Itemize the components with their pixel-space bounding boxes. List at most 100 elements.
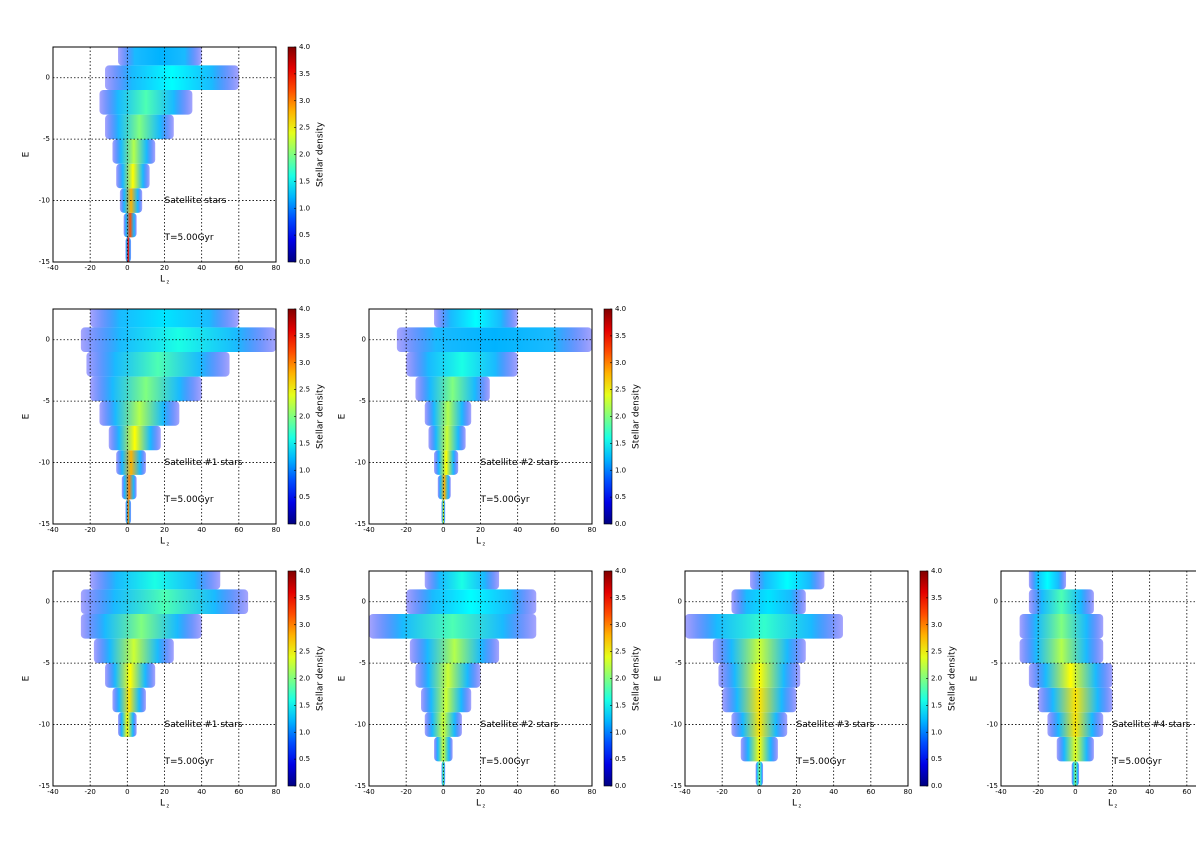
x-tick-label: -20: [400, 526, 411, 534]
plot-area: [80, 571, 249, 737]
density-band: [112, 687, 146, 713]
x-tick-label: 20: [1108, 788, 1117, 796]
y-tick-label: -15: [355, 782, 366, 790]
density-band: [415, 663, 481, 688]
colorbar-tick-label: 1.0: [615, 728, 626, 736]
colorbar-tick-label: 3.0: [299, 359, 310, 367]
y-tick-label: -5: [991, 659, 998, 667]
x-tick-label: -20: [1032, 788, 1043, 796]
x-tick-label: -40: [995, 788, 1006, 796]
x-axis-label: L: [160, 537, 165, 547]
time-label: T=5.00Gyr: [164, 233, 214, 243]
density-band: [112, 139, 156, 164]
plot-area: [99, 47, 239, 262]
x-axis-label-sub: z: [1115, 804, 1118, 810]
x-axis-label-sub: z: [167, 804, 170, 810]
y-axis-label: E: [22, 413, 32, 419]
x-tick-label: 80: [588, 526, 597, 534]
density-band: [80, 589, 249, 614]
y-tick-label: -15: [39, 520, 50, 528]
colorbar-tick-label: 1.0: [299, 466, 310, 474]
y-axis-label: E: [22, 151, 32, 157]
x-tick-label: 40: [513, 788, 522, 796]
x-axis-label-sub: z: [483, 542, 486, 548]
plot-area: [369, 571, 537, 786]
x-tick-label: 0: [125, 264, 129, 272]
x-tick-label: -40: [47, 788, 58, 796]
annotation: Satellite #2 stars: [481, 458, 559, 468]
colorbar-tick-label: 4.0: [931, 567, 942, 575]
density-band: [755, 761, 764, 786]
axes-frame: [52, 46, 277, 263]
density-band: [740, 736, 778, 762]
x-tick-label: 60: [234, 526, 243, 534]
density-band: [396, 327, 592, 352]
x-tick-label: 20: [160, 526, 169, 534]
y-tick-label: 0: [362, 336, 366, 344]
x-tick-label: 40: [513, 526, 522, 534]
colorbar-label: Stellar density: [948, 645, 958, 711]
x-tick-label: -20: [400, 788, 411, 796]
colorbar-tick-label: 3.0: [299, 621, 310, 629]
density-band: [437, 474, 451, 500]
colorbar-tick-label: 3.5: [615, 332, 626, 340]
density-band: [1038, 687, 1113, 713]
colorbar-tick-label: 4.0: [299, 567, 310, 575]
x-tick-label: 40: [1145, 788, 1154, 796]
axes-frame: [52, 570, 277, 787]
x-tick-label: 40: [197, 526, 206, 534]
y-axis-label: E: [970, 675, 980, 681]
colorbar-label: Stellar density: [316, 121, 326, 187]
x-tick-label: -40: [363, 788, 374, 796]
density-band: [750, 571, 825, 590]
axes-frame: [52, 308, 277, 525]
x-tick-label: -40: [363, 526, 374, 534]
density-band: [424, 571, 500, 590]
density-band: [424, 401, 472, 426]
density-band: [90, 571, 221, 590]
density-band: [409, 638, 500, 664]
x-tick-label: 20: [160, 264, 169, 272]
colorbar-tick-label: 2.5: [299, 124, 310, 132]
colorbar-tick-label: 0.5: [615, 755, 626, 763]
x-tick-label: 80: [272, 264, 281, 272]
density-band: [80, 614, 202, 639]
x-tick-label: 60: [234, 788, 243, 796]
density-band: [108, 425, 161, 451]
y-tick-label: 0: [46, 336, 50, 344]
y-tick-label: -10: [39, 197, 50, 205]
y-tick-label: -10: [39, 721, 50, 729]
time-label: T=5.00Gyr: [480, 495, 530, 505]
x-tick-label: -40: [679, 788, 690, 796]
x-tick-label: 0: [125, 788, 129, 796]
density-band: [1019, 638, 1104, 664]
colorbar-tick-label: 0.5: [299, 755, 310, 763]
x-tick-label: -20: [84, 526, 95, 534]
colorbar-tick-label: 3.0: [931, 621, 942, 629]
colorbar-tick-label: 2.5: [615, 648, 626, 656]
density-band: [434, 309, 518, 328]
colorbar-tick-label: 3.0: [615, 621, 626, 629]
x-tick-label: 0: [757, 788, 761, 796]
time-label: T=5.00Gyr: [164, 495, 214, 505]
x-tick-label: 80: [904, 788, 913, 796]
density-band: [369, 614, 537, 639]
density-band: [718, 663, 801, 688]
colorbar-tick-label: 2.5: [299, 386, 310, 394]
x-tick-label: -20: [84, 264, 95, 272]
colorbar-tick-label: 0.5: [931, 755, 942, 763]
axes-frame: [1000, 570, 1196, 787]
x-axis-label: L: [160, 275, 165, 285]
y-tick-label: -5: [43, 659, 50, 667]
y-axis-label: E: [22, 675, 32, 681]
y-tick-label: -15: [39, 782, 50, 790]
colorbar-tick-label: 4.0: [299, 43, 310, 51]
colorbar-tick-label: 2.0: [299, 413, 310, 421]
density-band: [90, 376, 202, 402]
x-tick-label: 20: [792, 788, 801, 796]
x-axis-label: L: [160, 799, 165, 809]
colorbar-tick-label: 0.0: [299, 782, 310, 790]
colorbar-tick-label: 4.0: [615, 305, 626, 313]
